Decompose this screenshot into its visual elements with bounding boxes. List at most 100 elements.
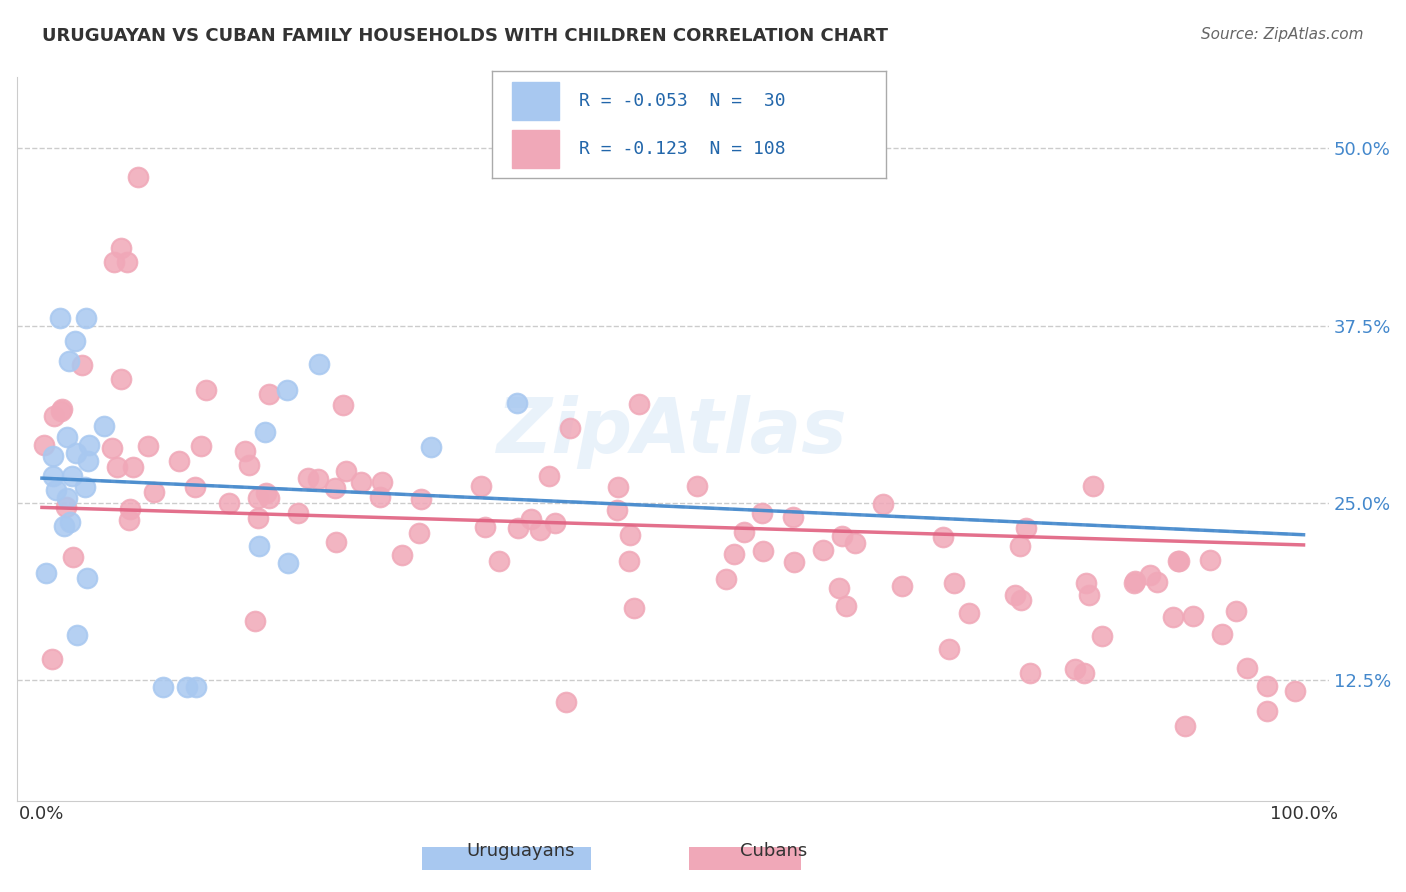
Point xyxy=(1167,554,1189,568)
Point xyxy=(1074,576,1097,591)
Point xyxy=(1236,661,1258,675)
Point xyxy=(70,358,93,372)
Point xyxy=(332,398,354,412)
Point xyxy=(506,520,529,534)
Point xyxy=(474,520,496,534)
Point xyxy=(1256,679,1278,693)
Point xyxy=(66,628,89,642)
Point xyxy=(555,695,578,709)
Point xyxy=(470,479,492,493)
Point xyxy=(1182,609,1205,624)
Point xyxy=(1256,705,1278,719)
Point xyxy=(127,169,149,184)
Text: Source: ZipAtlas.com: Source: ZipAtlas.com xyxy=(1201,27,1364,42)
Point xyxy=(623,601,645,615)
Point xyxy=(782,510,804,524)
Point xyxy=(58,354,80,368)
Point xyxy=(370,475,392,489)
Point xyxy=(167,454,190,468)
Point xyxy=(42,409,65,424)
Point xyxy=(844,535,866,549)
Point xyxy=(42,468,65,483)
Point xyxy=(619,527,641,541)
Point xyxy=(813,543,835,558)
Text: R = -0.053  N =  30: R = -0.053 N = 30 xyxy=(579,93,786,111)
Point xyxy=(370,490,392,504)
Point xyxy=(828,581,851,595)
Point xyxy=(136,439,159,453)
Point xyxy=(247,539,270,553)
Point xyxy=(1123,574,1146,588)
Point xyxy=(41,652,63,666)
Point xyxy=(1015,521,1038,535)
FancyBboxPatch shape xyxy=(512,130,560,168)
Point xyxy=(308,357,330,371)
Point xyxy=(152,680,174,694)
Point xyxy=(247,511,270,525)
Point xyxy=(520,512,543,526)
Point xyxy=(32,438,55,452)
Point xyxy=(835,599,858,614)
Point xyxy=(1174,719,1197,733)
Point xyxy=(1004,588,1026,602)
Point xyxy=(51,404,73,418)
Point xyxy=(619,554,641,568)
Point xyxy=(45,483,67,497)
Point xyxy=(1073,666,1095,681)
Point xyxy=(93,418,115,433)
Point xyxy=(238,458,260,472)
Text: ZipAtlas: ZipAtlas xyxy=(498,395,848,469)
Text: R = -0.123  N = 108: R = -0.123 N = 108 xyxy=(579,141,786,159)
Point xyxy=(76,571,98,585)
Point xyxy=(349,475,371,490)
Point xyxy=(297,471,319,485)
Point xyxy=(628,397,651,411)
Point xyxy=(942,576,965,591)
Point xyxy=(606,503,628,517)
Point xyxy=(60,469,83,483)
Text: URUGUAYAN VS CUBAN FAMILY HOUSEHOLDS WITH CHILDREN CORRELATION CHART: URUGUAYAN VS CUBAN FAMILY HOUSEHOLDS WIT… xyxy=(42,27,889,45)
Point xyxy=(75,311,97,326)
Point xyxy=(751,506,773,520)
Point xyxy=(1010,592,1032,607)
Point xyxy=(110,372,132,386)
Point xyxy=(277,556,299,570)
Point xyxy=(831,529,853,543)
Point xyxy=(233,444,256,458)
Point xyxy=(118,513,141,527)
Point xyxy=(1225,604,1247,618)
Point xyxy=(287,506,309,520)
Point xyxy=(65,446,87,460)
Point xyxy=(1081,479,1104,493)
Point xyxy=(56,491,79,505)
Point xyxy=(1064,663,1087,677)
Point xyxy=(75,480,97,494)
Point xyxy=(714,572,737,586)
Point xyxy=(142,484,165,499)
Point xyxy=(1284,683,1306,698)
Point xyxy=(55,500,77,515)
Point xyxy=(733,524,755,539)
Point xyxy=(62,549,84,564)
Point xyxy=(55,430,77,444)
Point xyxy=(246,491,269,506)
Point xyxy=(254,485,277,500)
Point xyxy=(52,518,75,533)
Point xyxy=(1091,629,1114,643)
Point xyxy=(686,479,709,493)
Point xyxy=(176,680,198,694)
Point xyxy=(411,491,433,506)
Point xyxy=(276,383,298,397)
Point xyxy=(110,241,132,255)
Point xyxy=(323,481,346,495)
Point xyxy=(257,387,280,401)
Point xyxy=(420,440,443,454)
Point xyxy=(257,491,280,505)
Point xyxy=(335,464,357,478)
Point xyxy=(77,438,100,452)
Point xyxy=(65,334,87,348)
Point xyxy=(1018,666,1040,681)
Point xyxy=(122,459,145,474)
Point xyxy=(184,480,207,494)
Point xyxy=(307,472,329,486)
